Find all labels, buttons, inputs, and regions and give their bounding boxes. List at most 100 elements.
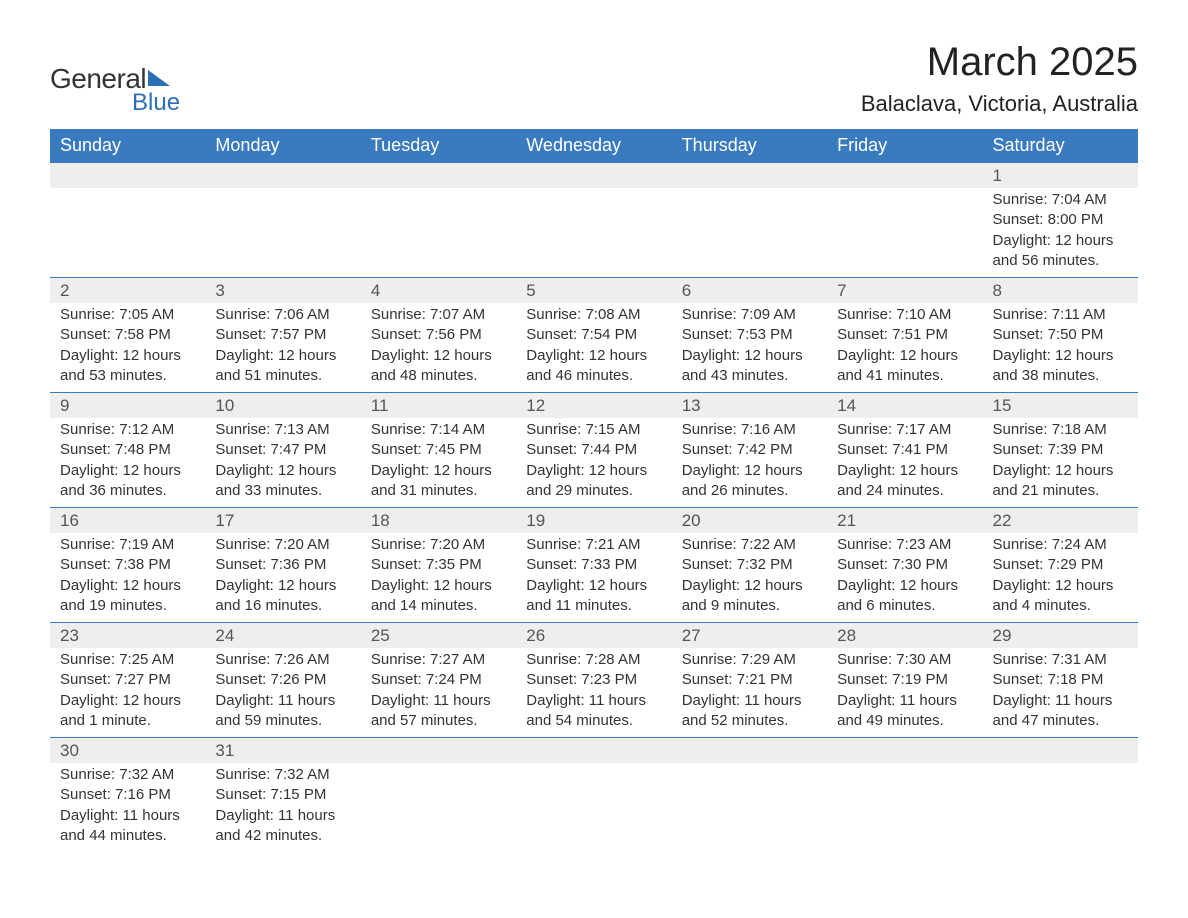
sunset-text: Sunset: 7:23 PM: [526, 670, 661, 690]
daylight-text: Daylight: 12 hours and 9 minutes.: [682, 576, 817, 617]
sunrise-text: Sunrise: 7:15 AM: [526, 420, 661, 440]
sunrise-text: Sunrise: 7:19 AM: [60, 535, 195, 555]
day-number-cell: 31: [205, 738, 360, 764]
day-header: Monday: [205, 129, 360, 163]
day-detail: Sunrise: 7:26 AMSunset: 7:26 PMDaylight:…: [215, 650, 350, 731]
day-detail-cell: Sunrise: 7:11 AMSunset: 7:50 PMDaylight:…: [983, 303, 1138, 393]
sunrise-text: Sunrise: 7:24 AM: [993, 535, 1128, 555]
day-detail: Sunrise: 7:08 AMSunset: 7:54 PMDaylight:…: [526, 305, 661, 386]
day-number: 21: [827, 508, 982, 533]
sunset-text: Sunset: 7:53 PM: [682, 325, 817, 345]
day-number: 6: [672, 278, 827, 303]
day-detail-cell: [827, 763, 982, 852]
sunrise-text: Sunrise: 7:29 AM: [682, 650, 817, 670]
daylight-text: Daylight: 11 hours and 49 minutes.: [837, 691, 972, 732]
sunset-text: Sunset: 7:18 PM: [993, 670, 1128, 690]
day-detail: Sunrise: 7:07 AMSunset: 7:56 PMDaylight:…: [371, 305, 506, 386]
day-number: 31: [205, 738, 360, 763]
day-number: 25: [361, 623, 516, 648]
day-detail: Sunrise: 7:32 AMSunset: 7:15 PMDaylight:…: [215, 765, 350, 846]
day-number: 26: [516, 623, 671, 648]
day-detail-cell: Sunrise: 7:04 AMSunset: 8:00 PMDaylight:…: [983, 188, 1138, 278]
day-detail-cell: [205, 188, 360, 278]
sunset-text: Sunset: 7:33 PM: [526, 555, 661, 575]
week-detail-row: Sunrise: 7:25 AMSunset: 7:27 PMDaylight:…: [50, 648, 1138, 738]
day-detail-cell: Sunrise: 7:16 AMSunset: 7:42 PMDaylight:…: [672, 418, 827, 508]
daylight-text: Daylight: 12 hours and 31 minutes.: [371, 461, 506, 502]
day-detail-cell: [827, 188, 982, 278]
calendar-table: SundayMondayTuesdayWednesdayThursdayFrid…: [50, 129, 1138, 852]
sunrise-text: Sunrise: 7:27 AM: [371, 650, 506, 670]
day-number: 10: [205, 393, 360, 418]
sunset-text: Sunset: 7:36 PM: [215, 555, 350, 575]
day-detail: Sunrise: 7:04 AMSunset: 8:00 PMDaylight:…: [993, 190, 1128, 271]
daylight-text: Daylight: 12 hours and 26 minutes.: [682, 461, 817, 502]
day-detail-cell: Sunrise: 7:27 AMSunset: 7:24 PMDaylight:…: [361, 648, 516, 738]
day-number-cell: 5: [516, 278, 671, 304]
sunset-text: Sunset: 7:32 PM: [682, 555, 817, 575]
day-number-cell: 21: [827, 508, 982, 534]
day-detail-cell: Sunrise: 7:07 AMSunset: 7:56 PMDaylight:…: [361, 303, 516, 393]
day-detail: Sunrise: 7:18 AMSunset: 7:39 PMDaylight:…: [993, 420, 1128, 501]
daylight-text: Daylight: 12 hours and 33 minutes.: [215, 461, 350, 502]
day-detail: Sunrise: 7:29 AMSunset: 7:21 PMDaylight:…: [682, 650, 817, 731]
day-detail: Sunrise: 7:22 AMSunset: 7:32 PMDaylight:…: [682, 535, 817, 616]
sunset-text: Sunset: 7:21 PM: [682, 670, 817, 690]
week-daynum-row: 9101112131415: [50, 393, 1138, 419]
daylight-text: Daylight: 12 hours and 4 minutes.: [993, 576, 1128, 617]
week-detail-row: Sunrise: 7:12 AMSunset: 7:48 PMDaylight:…: [50, 418, 1138, 508]
sunset-text: Sunset: 7:41 PM: [837, 440, 972, 460]
day-number-cell: 17: [205, 508, 360, 534]
day-detail-cell: Sunrise: 7:10 AMSunset: 7:51 PMDaylight:…: [827, 303, 982, 393]
week-daynum-row: 1: [50, 163, 1138, 189]
day-number-cell: 25: [361, 623, 516, 649]
week-detail-row: Sunrise: 7:04 AMSunset: 8:00 PMDaylight:…: [50, 188, 1138, 278]
day-detail-cell: Sunrise: 7:24 AMSunset: 7:29 PMDaylight:…: [983, 533, 1138, 623]
day-detail-cell: Sunrise: 7:19 AMSunset: 7:38 PMDaylight:…: [50, 533, 205, 623]
day-detail: Sunrise: 7:09 AMSunset: 7:53 PMDaylight:…: [682, 305, 817, 386]
daylight-text: Daylight: 12 hours and 24 minutes.: [837, 461, 972, 502]
sunset-text: Sunset: 7:27 PM: [60, 670, 195, 690]
day-detail-cell: [672, 763, 827, 852]
day-number-cell: [205, 163, 360, 189]
day-detail: Sunrise: 7:19 AMSunset: 7:38 PMDaylight:…: [60, 535, 195, 616]
day-number: 5: [516, 278, 671, 303]
daylight-text: Daylight: 12 hours and 19 minutes.: [60, 576, 195, 617]
sunrise-text: Sunrise: 7:07 AM: [371, 305, 506, 325]
day-detail: Sunrise: 7:32 AMSunset: 7:16 PMDaylight:…: [60, 765, 195, 846]
day-detail-cell: Sunrise: 7:32 AMSunset: 7:16 PMDaylight:…: [50, 763, 205, 852]
day-header: Sunday: [50, 129, 205, 163]
day-detail: Sunrise: 7:20 AMSunset: 7:35 PMDaylight:…: [371, 535, 506, 616]
day-number-cell: [50, 163, 205, 189]
daylight-text: Daylight: 12 hours and 6 minutes.: [837, 576, 972, 617]
daylight-text: Daylight: 12 hours and 14 minutes.: [371, 576, 506, 617]
daylight-text: Daylight: 11 hours and 42 minutes.: [215, 806, 350, 847]
daylight-text: Daylight: 12 hours and 48 minutes.: [371, 346, 506, 387]
sunset-text: Sunset: 7:44 PM: [526, 440, 661, 460]
day-number-cell: [827, 163, 982, 189]
day-number: 9: [50, 393, 205, 418]
sunset-text: Sunset: 7:58 PM: [60, 325, 195, 345]
day-number-cell: 22: [983, 508, 1138, 534]
daylight-text: Daylight: 12 hours and 53 minutes.: [60, 346, 195, 387]
day-header-row: SundayMondayTuesdayWednesdayThursdayFrid…: [50, 129, 1138, 163]
day-number: 22: [983, 508, 1138, 533]
daylight-text: Daylight: 12 hours and 21 minutes.: [993, 461, 1128, 502]
daylight-text: Daylight: 11 hours and 54 minutes.: [526, 691, 661, 732]
daylight-text: Daylight: 12 hours and 38 minutes.: [993, 346, 1128, 387]
daylight-text: Daylight: 11 hours and 44 minutes.: [60, 806, 195, 847]
day-header: Saturday: [983, 129, 1138, 163]
day-detail: Sunrise: 7:20 AMSunset: 7:36 PMDaylight:…: [215, 535, 350, 616]
day-number: 18: [361, 508, 516, 533]
day-detail: Sunrise: 7:27 AMSunset: 7:24 PMDaylight:…: [371, 650, 506, 731]
day-detail: Sunrise: 7:05 AMSunset: 7:58 PMDaylight:…: [60, 305, 195, 386]
day-number: 13: [672, 393, 827, 418]
day-number: 30: [50, 738, 205, 763]
day-number-cell: [361, 738, 516, 764]
daylight-text: Daylight: 11 hours and 47 minutes.: [993, 691, 1128, 732]
day-detail-cell: [50, 188, 205, 278]
sunset-text: Sunset: 7:54 PM: [526, 325, 661, 345]
day-number-cell: 7: [827, 278, 982, 304]
sunset-text: Sunset: 7:50 PM: [993, 325, 1128, 345]
title-block: March 2025 Balaclava, Victoria, Australi…: [861, 40, 1138, 117]
